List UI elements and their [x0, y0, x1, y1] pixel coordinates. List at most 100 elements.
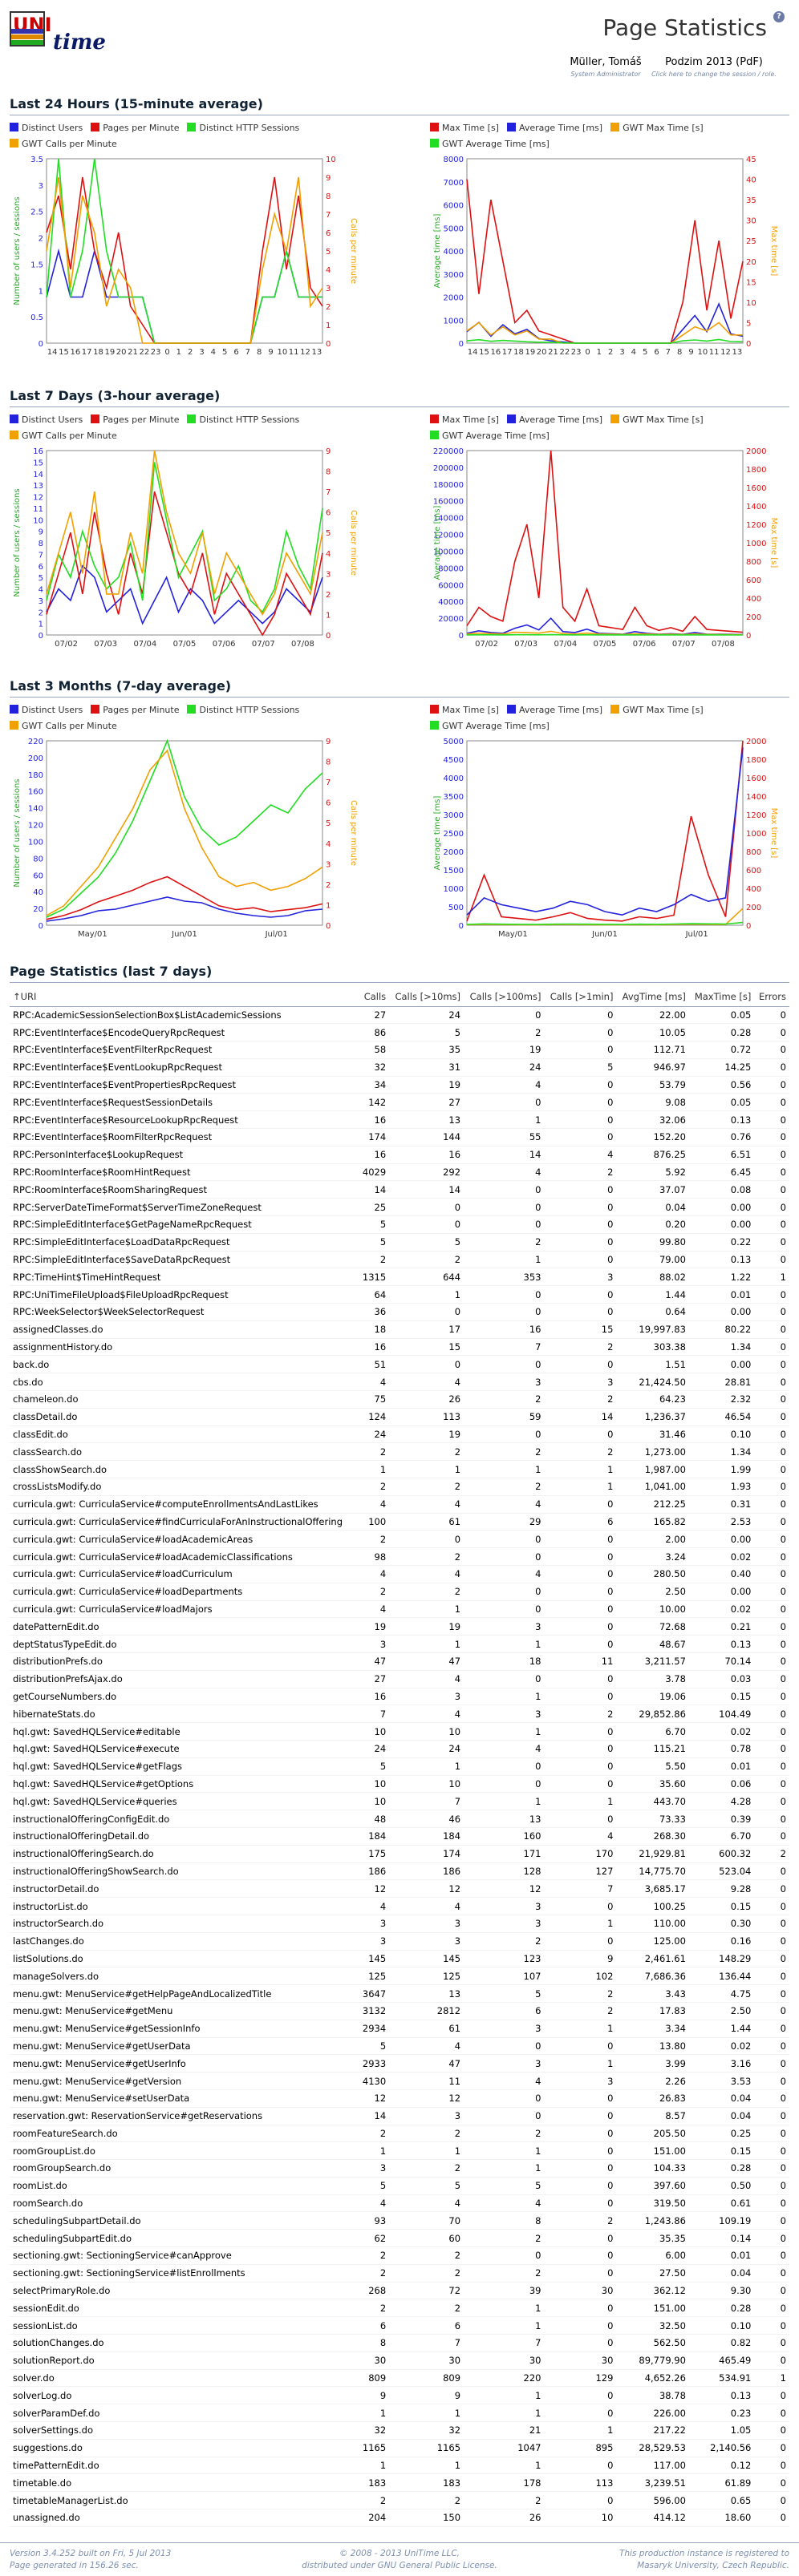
x-tick-label: 16	[490, 348, 501, 357]
x-tick-label: Jul/01	[265, 930, 288, 939]
column-header[interactable]: Calls [>100ms]	[464, 987, 545, 1007]
legend-item: Distinct HTTP Sessions	[187, 120, 299, 136]
value-cell: 51	[358, 1355, 390, 1374]
column-header[interactable]: Calls [>10ms]	[389, 987, 464, 1007]
value-cell: 145	[389, 1950, 464, 1968]
column-header[interactable]: Calls	[358, 987, 390, 1007]
uri-cell: menu.gwt: MenuService#getMenu	[10, 2002, 359, 2020]
value-cell: 21	[464, 2421, 545, 2440]
y-left-tick-label: 40	[33, 888, 43, 897]
uri-cell: RPC:EventInterface$ResourceLookupRpcRequ…	[10, 1110, 359, 1130]
value-cell: 6.00	[616, 2246, 689, 2265]
value-cell: 7	[389, 2334, 464, 2352]
table-row: curricula.gwt: CurriculaService#loadCurr…	[10, 1565, 789, 1583]
value-cell: 19,997.83	[616, 1320, 689, 1339]
value-cell: 0	[754, 1058, 789, 1077]
value-cell: 70.14	[688, 1652, 755, 1671]
value-cell: 0	[544, 1198, 617, 1217]
uri-cell: roomFeatureSearch.do	[10, 2125, 359, 2143]
value-cell: 0	[754, 2072, 789, 2090]
column-header[interactable]: MaxTime [s]	[688, 987, 755, 1007]
x-tick-label: 18	[513, 348, 524, 357]
x-tick-label: 13	[311, 348, 322, 357]
value-cell: 2	[358, 1530, 390, 1549]
y-right-tick-label: 2	[326, 591, 331, 600]
page-title: Page Statistics	[602, 14, 767, 41]
value-cell: 4	[464, 1163, 545, 1182]
value-cell: 186	[389, 1862, 464, 1881]
value-cell: 0	[544, 1722, 617, 1741]
table-row: schedulingSubpartEdit.do 62 60 2 0 35.35 0.14 0	[10, 2229, 789, 2248]
value-cell: 19	[389, 1076, 464, 1094]
value-cell: 2	[544, 1705, 617, 1724]
license-link[interactable]: distributed under GNU General Public Lic…	[302, 2561, 497, 2570]
legend-label: GWT Average Time [ms]	[442, 139, 550, 149]
value-cell: 0	[389, 1355, 464, 1374]
legend-label: GWT Calls per Minute	[22, 139, 117, 149]
value-cell: 107	[464, 1967, 545, 1986]
value-cell: 5	[358, 2177, 390, 2195]
value-cell: 3	[464, 1915, 545, 1933]
table-row: hql.gwt: SavedHQLService#getOptions 10 10 0…	[10, 1775, 789, 1793]
uri-cell: RPC:AcademicSessionSelectionBox$ListAcad…	[10, 1006, 359, 1025]
value-cell: 0	[754, 1932, 789, 1951]
value-cell: 5	[464, 2177, 545, 2195]
value-cell: 30	[389, 2352, 464, 2370]
value-cell: 98	[358, 1547, 390, 1566]
y-right-tick-label: 7	[326, 211, 331, 220]
value-cell: 2.53	[688, 1513, 755, 1531]
value-cell: 0	[754, 1530, 789, 1549]
value-cell: 0	[754, 1617, 789, 1636]
x-tick-label: 07/05	[173, 640, 197, 649]
value-cell: 2	[544, 2002, 617, 2020]
session-info[interactable]: Podzim 2013 (PdF) Click here to change t…	[650, 56, 778, 78]
value-cell: 1	[464, 1722, 545, 1741]
value-cell: 0	[544, 1006, 617, 1025]
table-row: RPC:RoomInterface$RoomHintRequest 4029 292…	[10, 1163, 789, 1182]
value-cell: 26.83	[616, 2089, 689, 2108]
value-cell: 1	[464, 2141, 545, 2161]
column-header[interactable]: Calls [>1min]	[544, 987, 617, 1007]
uri-cell: curricula.gwt: CurriculaService#loadDepa…	[10, 1583, 359, 1601]
table-row: crossListsModify.do 2 2 2 1 1,041.00 1.93 0	[10, 1478, 789, 1496]
table-row: listSolutions.do 145 145 123 9 2,461.61 148.29…	[10, 1950, 789, 1968]
uri-cell: hibernateStats.do	[10, 1705, 359, 1724]
value-cell: 0	[754, 2457, 789, 2475]
value-cell: 809	[358, 2369, 390, 2388]
value-cell: 0.00	[688, 1303, 755, 1321]
y-left-axis-title: Average time [ms]	[433, 796, 442, 871]
value-cell: 0.00	[688, 1198, 755, 1217]
legend-item: Distinct Users	[10, 120, 83, 136]
value-cell: 2	[358, 1478, 390, 1496]
column-header[interactable]: AvgTime [ms]	[616, 987, 689, 1007]
table-header-row: ↑URI Calls Calls [>10ms] Calls [>100ms] Call…	[10, 987, 789, 1007]
x-tick-label: 4	[631, 348, 636, 357]
column-header[interactable]: ↑URI	[10, 987, 359, 1007]
value-cell: 0	[754, 1076, 789, 1094]
unitime-logo[interactable]: UNI time	[10, 11, 106, 61]
table-row: roomSearch.do 4 4 4 0 319.50 0.61 0	[10, 2194, 789, 2213]
value-cell: 4	[389, 2037, 464, 2056]
user-info[interactable]: Müller, Tomáš System Administrator	[562, 56, 650, 78]
copyright-link[interactable]: © 2008 - 2013 UniTime LLC,	[339, 2549, 460, 2558]
legend-label: GWT Average Time [ms]	[442, 721, 550, 731]
x-tick-label: 19	[104, 348, 115, 357]
legend-swatch	[430, 431, 439, 439]
table-row: menu.gwt: MenuService#setUserData 12 12 0 0 2…	[10, 2089, 789, 2108]
y-right-tick-label: 10	[746, 299, 756, 308]
y-left-tick-label: 220	[28, 738, 43, 746]
value-cell: 280.50	[616, 1565, 689, 1583]
y-right-tick-label: 8	[326, 468, 331, 477]
value-cell: 1	[544, 1792, 617, 1811]
y-right-tick-label: 3	[326, 860, 331, 869]
table-row: RPC:EventInterface$RoomFilterRpcRequest 1…	[10, 1128, 789, 1146]
help-icon[interactable]: ?	[773, 11, 785, 22]
distinct-users-line	[46, 248, 322, 344]
legend-swatch	[10, 721, 18, 730]
table-row: RPC:SimpleEditInterface$GetPageNameRpcRe…	[10, 1215, 789, 1234]
uri-cell: sessionList.do	[10, 2316, 359, 2335]
table-row: RPC:EventInterface$EventLookupRpcRequest…	[10, 1058, 789, 1077]
column-header[interactable]: Errors	[754, 987, 789, 1007]
y-left-axis-title: Average time [ms]	[433, 506, 442, 580]
value-cell: 0.01	[688, 2246, 755, 2265]
